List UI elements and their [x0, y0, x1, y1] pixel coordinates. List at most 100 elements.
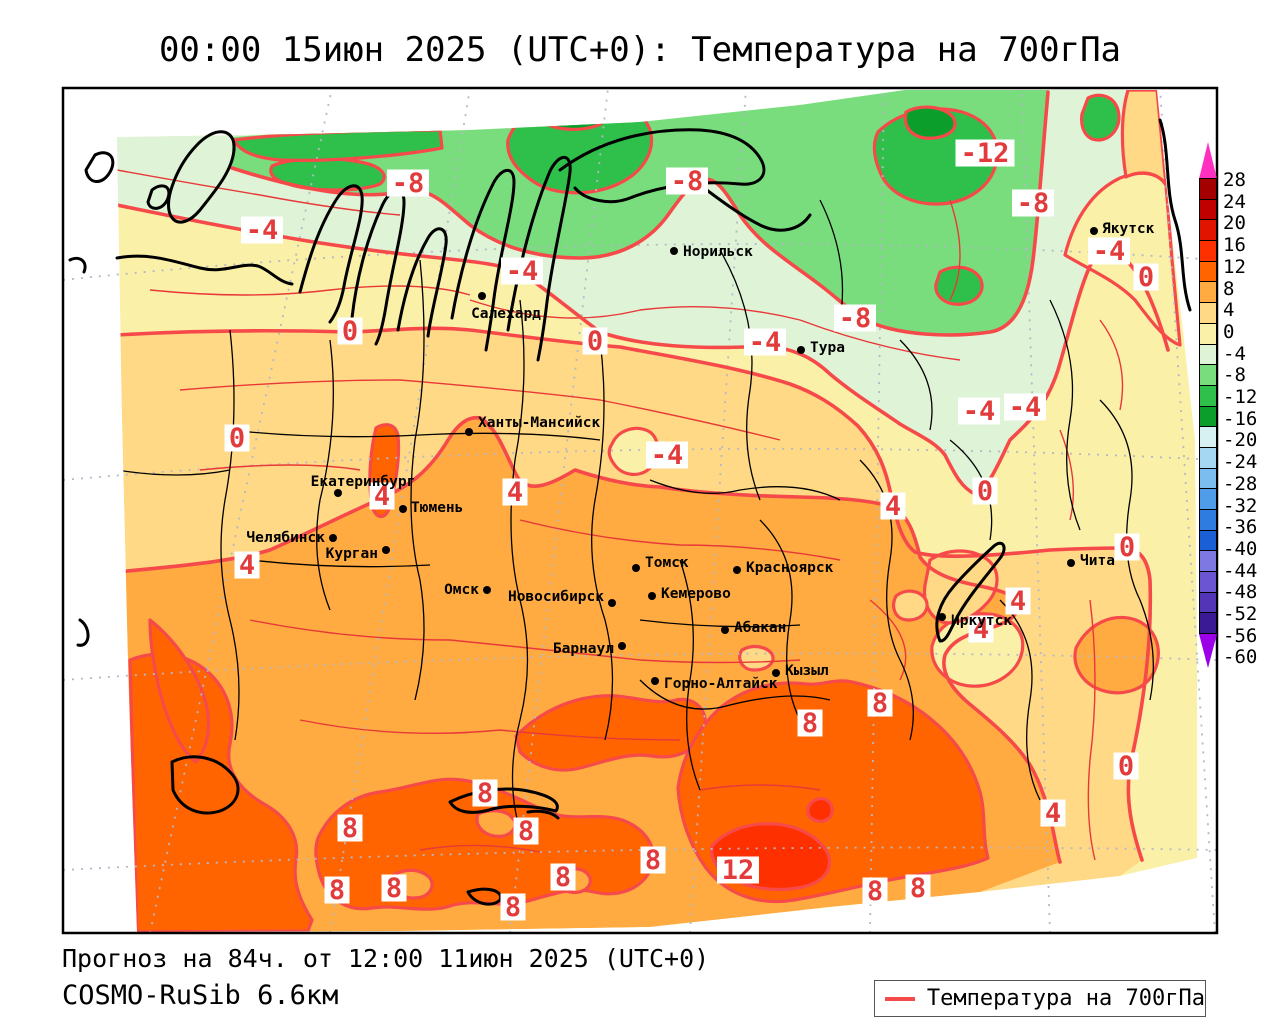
colorbar-cell: [1199, 240, 1217, 262]
coastlines: [68, 118, 1192, 906]
colorbar-tick-label: -44: [1223, 559, 1258, 582]
thin-contours: [117, 169, 1124, 861]
contour-label-box: [666, 167, 708, 195]
city-label: Чита: [1080, 553, 1115, 569]
thick-contours: [117, 90, 1170, 864]
contour-label: 8: [386, 873, 402, 904]
colorbar-tick-label: -60: [1223, 646, 1258, 669]
colorbar-tick-label: -28: [1223, 472, 1258, 495]
contour-label-box: [646, 441, 688, 469]
contour-label-box: [972, 477, 998, 505]
city-marker: [670, 247, 678, 255]
contour-label-box: [968, 615, 994, 643]
colorbar-cell: [1199, 281, 1217, 304]
city-label: Омск: [444, 582, 479, 598]
contour-label-box: [905, 874, 931, 902]
city-marker: [651, 677, 659, 685]
contour-label-box: [369, 482, 395, 510]
colorbar-tick-label: -8: [1223, 364, 1246, 387]
contour-label-box: [582, 327, 608, 355]
contour-label-box: [513, 817, 539, 845]
contour-label: 0: [229, 423, 245, 454]
colorbar-tick-label: -48: [1223, 581, 1258, 604]
contour-label: -12: [961, 138, 1010, 169]
colorbar-tick-label: -40: [1223, 537, 1258, 560]
contour-label-box: [958, 397, 1000, 425]
colorbar-tick-label: -36: [1223, 516, 1258, 539]
contour-label: 4: [1045, 798, 1061, 829]
city-label: Абакан: [734, 620, 786, 636]
city-label: Тура: [810, 340, 845, 356]
contour-label: -4: [246, 215, 279, 246]
contour-label: 4: [239, 550, 255, 581]
contour-label-box: [862, 877, 888, 905]
city-marker: [797, 346, 805, 354]
colorbar-tick-label: -56: [1223, 624, 1258, 647]
city-label: Норильск: [683, 244, 753, 260]
colorbar-tick-label: 28: [1223, 169, 1246, 191]
colorbar-tick-label: 20: [1223, 212, 1246, 235]
contour-label: 0: [342, 316, 358, 347]
map-frame: [61, 86, 1219, 935]
colorbar-tick-label: 4: [1223, 299, 1235, 322]
colorbar-tick-label: -20: [1223, 429, 1258, 452]
contour-label: 8: [802, 708, 818, 739]
colorbar-tick-label: -4: [1223, 342, 1246, 365]
city-marker: [721, 626, 729, 634]
contour-label-box: [880, 492, 906, 520]
contour-label-box: [550, 863, 576, 891]
contour-label: 4: [1010, 586, 1026, 617]
colorbar-cell: [1199, 405, 1217, 428]
city-label: Тюмень: [411, 500, 463, 516]
contour-label-box: [867, 689, 893, 717]
colorbar-cell: [1199, 591, 1217, 614]
contour-label-box: [387, 169, 429, 197]
contour-label-box: [337, 814, 363, 842]
legend-box: Температура на 700гПа: [874, 980, 1206, 1017]
colorbar-cell: [1199, 488, 1217, 510]
city-marker: [733, 566, 741, 574]
contour-label: -8: [671, 166, 704, 197]
colorbar-tick-label: 16: [1223, 234, 1246, 257]
city-marker: [772, 669, 780, 677]
colorbar-tick-label: 0: [1223, 320, 1235, 343]
city-label: Кызыл: [785, 663, 829, 679]
colorbar-cell: [1199, 446, 1217, 469]
contour-label-box: [1114, 533, 1140, 561]
city-label: Якутск: [1102, 221, 1155, 237]
contour-label: 0: [1118, 751, 1134, 782]
colorbar-cell: [1199, 612, 1217, 635]
temperature-colorbar: [1199, 142, 1217, 669]
contour-label: 8: [867, 876, 883, 907]
colorbar-tick-label: 12: [1223, 255, 1246, 278]
colorbar-arrow-up: [1199, 142, 1217, 179]
city-marker: [478, 292, 486, 300]
contour-label-box: [502, 478, 528, 506]
colorbar-cell: [1199, 426, 1217, 448]
colorbar-tick-label: 8: [1223, 277, 1235, 300]
contour-label-box: [955, 139, 1015, 167]
contour-label-box: [717, 856, 759, 884]
contour-label-box: [501, 257, 543, 285]
colorbar-cell: [1199, 364, 1217, 386]
colorbar-arrow-down: [1199, 634, 1217, 669]
contour-label-box: [797, 709, 823, 737]
contour-label-box: [500, 893, 526, 921]
contour-label-box: [1088, 237, 1130, 265]
city-marker: [1090, 227, 1098, 235]
contour-label-box: [640, 846, 666, 874]
contour-label: 4: [885, 491, 901, 522]
contour-label: -4: [506, 256, 539, 287]
colorbar-cell: [1199, 198, 1217, 221]
colorbar-cell: [1199, 322, 1217, 345]
contour-label-box: [324, 876, 350, 904]
map-title: 00:00 15июн 2025 (UTC+0): Температура на…: [158, 30, 1122, 70]
city-marker: [334, 489, 342, 497]
city-label: Ханты-Мансийск: [478, 415, 600, 431]
contour-label: -4: [1009, 392, 1042, 423]
contour-label: -4: [963, 396, 996, 427]
city-label: Челябинск: [246, 530, 325, 546]
city-marker: [465, 428, 473, 436]
contour-label: -8: [1017, 188, 1050, 219]
contour-label: 0: [1119, 532, 1135, 563]
